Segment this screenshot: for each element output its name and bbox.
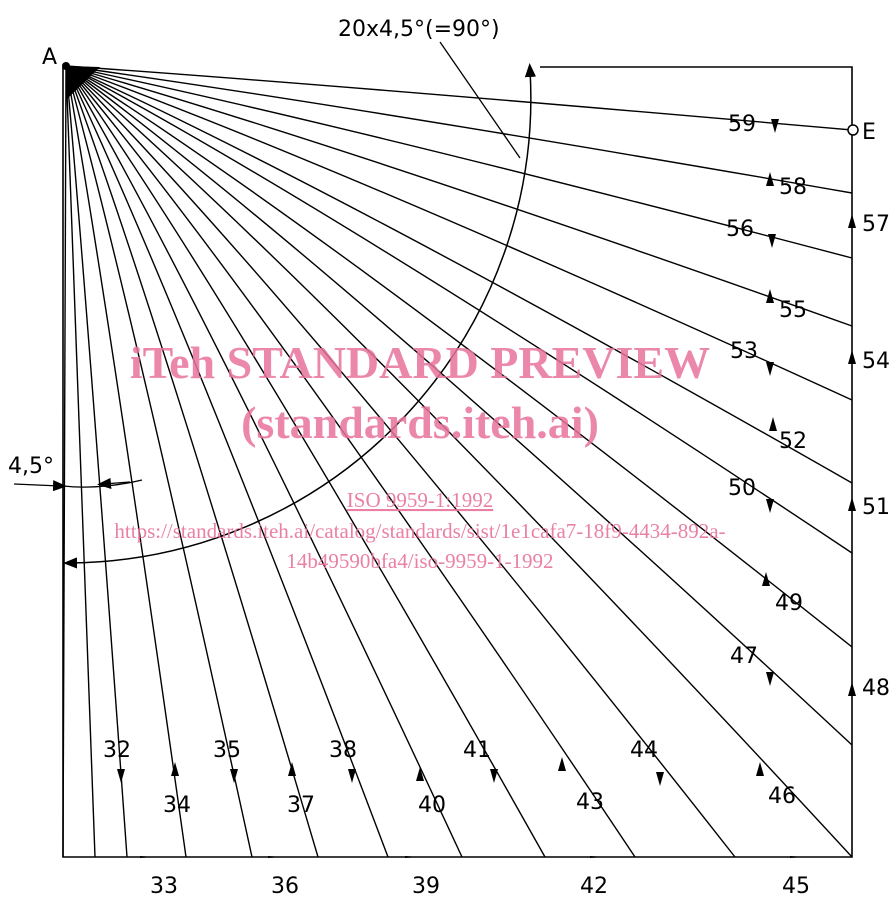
ray-label-34: 34 [163, 793, 191, 818]
ray-arrow [288, 762, 296, 776]
ray-label-54: 54 [862, 349, 890, 374]
watermark-site: (standards.iteh.ai) [241, 397, 599, 448]
ray-label-47: 47 [730, 644, 758, 669]
ray-label-52: 52 [779, 429, 807, 454]
ray-arrow [766, 172, 774, 186]
ray-label-49: 49 [775, 591, 803, 616]
ray-label-35: 35 [213, 738, 241, 763]
ray-arrow [848, 497, 856, 511]
ray-arrow [848, 214, 856, 228]
ray-arrow [171, 762, 179, 776]
watermark-url-line1[interactable]: https://standards.iteh.ai/catalog/standa… [114, 519, 725, 543]
point-a-label: A [42, 45, 57, 70]
angle-label: 20x4,5°(=90°) [338, 17, 500, 42]
point-e-label: E [862, 120, 876, 145]
frame [62, 66, 853, 858]
edge-arrow [590, 856, 604, 858]
watermark-standard-number[interactable]: ISO 9959-1:1992 [347, 488, 493, 512]
ray-label-43: 43 [576, 790, 604, 815]
ray-arrow [230, 769, 238, 783]
ray-line [65, 65, 853, 858]
ray-arrow [848, 682, 856, 696]
ray-label-57: 57 [862, 212, 890, 237]
step-arrow [97, 477, 131, 490]
ray-label-51: 51 [862, 495, 890, 520]
ray-arrow [769, 417, 777, 431]
step-angle-label: 4,5° [8, 454, 54, 479]
ray-label-32: 32 [103, 738, 131, 763]
ray-label-48: 48 [862, 676, 890, 701]
ray-arrow [656, 772, 664, 786]
ray-label-55: 55 [779, 298, 807, 323]
step-leader [13, 480, 67, 492]
watermark-title: iTeh STANDARD PREVIEW [130, 337, 710, 388]
edge-arrow [405, 856, 419, 858]
ray-label-58: 58 [779, 175, 807, 200]
ray-label-39: 39 [412, 874, 440, 897]
ray-label-59: 59 [728, 112, 756, 137]
ray-arrow [771, 119, 779, 133]
point-e-marker [847, 124, 859, 136]
ray-arrow [768, 234, 776, 248]
ray-label-44: 44 [630, 738, 658, 763]
ray-label-46: 46 [768, 784, 796, 809]
ray-line [65, 65, 853, 327]
point-a-marker [62, 62, 70, 70]
edge-arrow [140, 856, 154, 858]
ray-label-38: 38 [329, 738, 357, 763]
ray-arrow [766, 362, 774, 376]
watermark-url-line2[interactable]: 14b49590bfa4/iso-9959-1-1992 [286, 549, 553, 573]
ray-label-56: 56 [726, 217, 754, 242]
ray-arrow [766, 672, 774, 686]
edge-arrow [790, 856, 804, 858]
ray-arrow [416, 767, 424, 781]
ray-label-group: 32 33 34 35 36 37 38 39 40 41 42 43 44 45 46 47 48 49 50 51… [103, 112, 890, 897]
ray-label-42: 42 [580, 874, 608, 897]
edge-arrow [268, 856, 282, 858]
ray-arrow [766, 289, 774, 303]
ray-arrow [490, 769, 498, 783]
ray-label-33: 33 [150, 874, 178, 897]
ray-label-50: 50 [728, 476, 756, 501]
sweep-arc [63, 63, 537, 569]
ray-arrow [766, 499, 774, 513]
ray-label-53: 53 [730, 339, 758, 364]
ray-arrow [558, 757, 566, 771]
angle-leader [439, 41, 521, 159]
ray-arrow [756, 762, 764, 776]
ray-arrow [117, 769, 125, 783]
ray-arrow [762, 572, 770, 586]
ray-arrow [348, 769, 356, 783]
rays-group [62, 65, 853, 858]
ray-label-37: 37 [287, 793, 315, 818]
ray-label-40: 40 [418, 793, 446, 818]
ray-line [65, 65, 96, 858]
ray-arrow [848, 350, 856, 364]
ray-label-45: 45 [782, 874, 810, 897]
ray-label-36: 36 [271, 874, 299, 897]
ray-label-41: 41 [463, 738, 491, 763]
step-arc [62, 479, 143, 488]
